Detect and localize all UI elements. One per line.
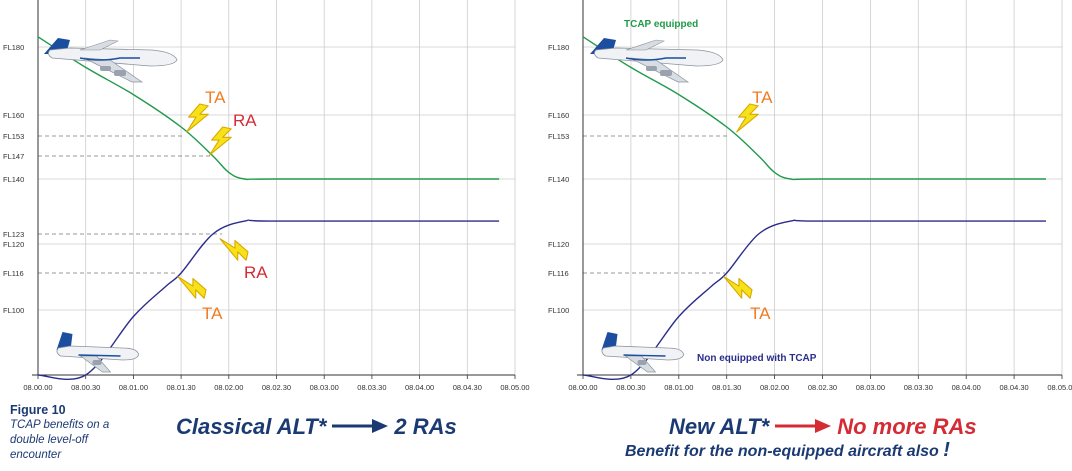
ta-label: TA: [202, 304, 223, 323]
x-tick-label: 08.04.00: [405, 383, 434, 392]
x-tick-label: 08.00.30: [71, 383, 100, 392]
series-label-non-equipped: Non equipped with TCAP: [697, 353, 817, 364]
y-tick-label: FL180: [548, 43, 569, 52]
lightning-bolt-icon: [209, 126, 232, 156]
x-tick-label: 08.04.30: [453, 383, 482, 392]
right-caption-before: New ALT*: [669, 414, 770, 439]
x-tick-label: 08.04.30: [999, 383, 1028, 392]
series-lines: [582, 36, 1046, 381]
airliner-icon: [589, 37, 724, 83]
airliner-icon: [55, 331, 140, 373]
airliner-icon: [43, 37, 178, 83]
x-tick-label: 08.02.30: [262, 383, 291, 392]
lightning-bolt-icon: [723, 276, 753, 299]
y-tick-label: FL160: [548, 111, 569, 120]
y-tick-label: FL147: [3, 152, 24, 161]
figure-caption: Figure 10 TCAP benefits on a double leve…: [10, 403, 120, 463]
y-tick-label: FL116: [548, 269, 569, 278]
x-tick-label: 08.01.00: [119, 383, 148, 392]
y-tick-label: FL160: [3, 111, 24, 120]
y-tick-label: FL120: [548, 240, 569, 249]
y-tick-label: FL140: [3, 175, 24, 184]
series-label-equipped: TCAP equipped: [624, 19, 698, 30]
x-tick-label: 08.05.00: [500, 383, 529, 392]
x-tick-label: 08.00.00: [23, 383, 52, 392]
x-tick-label: 08.03.00: [310, 383, 339, 392]
lightning-bolt-icon: [177, 276, 207, 299]
right-subcaption: Benefit for the non-equipped aircraft al…: [625, 439, 950, 462]
airliner-icon: [600, 331, 685, 373]
ra-label: RA: [244, 263, 268, 282]
x-tick-label: 08.01.30: [166, 383, 195, 392]
right-caption-after: No more RAs: [837, 414, 977, 439]
lightning-bolt-icon: [219, 238, 249, 261]
x-tick-label: 08.02.30: [808, 383, 837, 392]
y-tick-labels: FL100 FL116 FL120 FL140 FL153 FL160 FL180: [548, 43, 569, 315]
arrow-icon: [332, 415, 389, 441]
right-subcaption-text: Benefit for the non-equipped aircraft al…: [625, 443, 939, 460]
ta-label: TA: [750, 304, 771, 323]
left-caption-before: Classical ALT*: [176, 414, 327, 439]
grid-lines: [582, 0, 1063, 379]
lightning-bolt-icon: [736, 103, 759, 133]
x-tick-label: 08.03.30: [904, 383, 933, 392]
x-tick-label: 08.02.00: [760, 383, 789, 392]
figure-description: TCAP benefits on a double level-off enco…: [10, 419, 110, 461]
x-tick-labels: 08.00.00 08.00.30 08.01.00 08.01.30 08.02.00…: [23, 383, 529, 392]
ta-label: TA: [752, 88, 773, 107]
y-tick-label: FL140: [548, 175, 569, 184]
x-tick-label: 08.03.30: [357, 383, 386, 392]
x-tick-label: 08.01.30: [712, 383, 741, 392]
y-tick-label: FL120: [3, 240, 24, 249]
series-line: [37, 36, 500, 181]
series-line: [582, 36, 1046, 181]
arrow-icon: [775, 415, 832, 441]
x-tick-label: 08.05.00: [1047, 383, 1072, 392]
series-lines: [37, 36, 500, 381]
left-caption-after: 2 RAs: [394, 414, 457, 439]
lightning-bolt-icon: [186, 103, 209, 133]
left-caption: Classical ALT* 2 RAs: [176, 414, 457, 441]
y-tick-label: FL100: [548, 306, 569, 315]
exclamation-mark: !: [943, 439, 950, 461]
left-chart: 08.00.00 08.00.30 08.01.00 08.01.30 08.02.00…: [3, 0, 530, 392]
x-tick-label: 08.04.00: [952, 383, 981, 392]
y-tick-label: FL153: [3, 132, 24, 141]
x-tick-label: 08.01.00: [664, 383, 693, 392]
x-tick-label: 08.00.00: [568, 383, 597, 392]
ta-label: TA: [205, 88, 226, 107]
y-tick-label: FL153: [548, 132, 569, 141]
ra-label: RA: [233, 111, 257, 130]
y-tick-label: FL123: [3, 230, 24, 239]
right-chart: 08.00.00 08.00.30 08.01.00 08.01.30 08.02.00…: [548, 0, 1072, 392]
x-tick-label: 08.00.30: [616, 383, 645, 392]
grid-lines: [37, 0, 516, 379]
y-tick-label: FL116: [3, 269, 24, 278]
y-tick-label: FL100: [3, 306, 24, 315]
right-caption: New ALT* No more RAs: [669, 414, 977, 441]
x-tick-label: 08.03.00: [856, 383, 885, 392]
x-tick-labels: 08.00.00 08.00.30 08.01.00 08.01.30 08.02.00…: [568, 383, 1072, 392]
y-tick-label: FL180: [3, 43, 24, 52]
figure-number: Figure 10: [10, 403, 66, 417]
x-tick-label: 08.02.00: [214, 383, 243, 392]
